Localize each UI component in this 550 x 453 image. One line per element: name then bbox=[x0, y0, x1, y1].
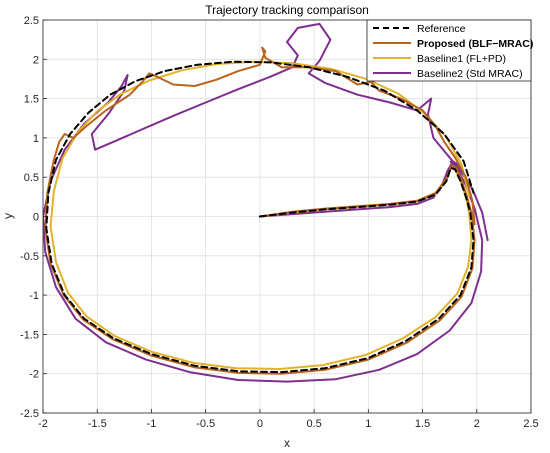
x-tick-label: -1 bbox=[147, 418, 157, 430]
chart-title: Trajectory tracking comparison bbox=[205, 3, 369, 17]
legend-label-proposed: Proposed (BLF−MRAC) bbox=[417, 38, 533, 50]
legend-label-baseline2: Baseline2 (Std MRAC) bbox=[417, 68, 523, 80]
series-reference bbox=[45, 60, 475, 374]
y-tick-label: 0 bbox=[33, 212, 39, 224]
legend: Reference Proposed (BLF−MRAC) Baseline1 … bbox=[366, 19, 533, 82]
x-tick-label: 2 bbox=[474, 418, 480, 430]
y-axis-label: y bbox=[1, 213, 15, 219]
y-tick-label: -0.5 bbox=[20, 251, 39, 263]
y-tick-label: 1.5 bbox=[24, 94, 39, 106]
x-tick-label: 1.5 bbox=[415, 418, 430, 430]
y-tick-label: -1.5 bbox=[20, 329, 39, 341]
y-tick-label: 2 bbox=[33, 54, 39, 66]
x-axis-label: x bbox=[284, 436, 290, 450]
legend-label-baseline1: Baseline1 (FL+PD) bbox=[417, 53, 506, 65]
x-tick-label: 1 bbox=[365, 418, 371, 430]
x-tick-label: -0.5 bbox=[196, 418, 215, 430]
x-tick-label: -2 bbox=[38, 418, 48, 430]
x-tick-label: 0.5 bbox=[306, 418, 321, 430]
x-tick-label: -1.5 bbox=[88, 418, 107, 430]
y-tick-label: 2.5 bbox=[24, 15, 39, 27]
y-tick-label: 1 bbox=[33, 133, 39, 145]
x-tick-label: 0 bbox=[257, 418, 263, 430]
y-tick-label: -1 bbox=[29, 290, 39, 302]
legend-label-reference: Reference bbox=[417, 23, 466, 35]
y-tick-label: -2.5 bbox=[20, 408, 39, 420]
y-tick-label: 0.5 bbox=[24, 172, 39, 184]
y-tick-label: -2 bbox=[29, 369, 39, 381]
legend-box bbox=[366, 19, 532, 82]
x-tick-label: 2.5 bbox=[523, 418, 538, 430]
tick-labels: -2 -1.5 -1 -0.5 0 0.5 1 1.5 2 2.5-2.5-2-1.5-1-0.5… bbox=[20, 15, 539, 430]
